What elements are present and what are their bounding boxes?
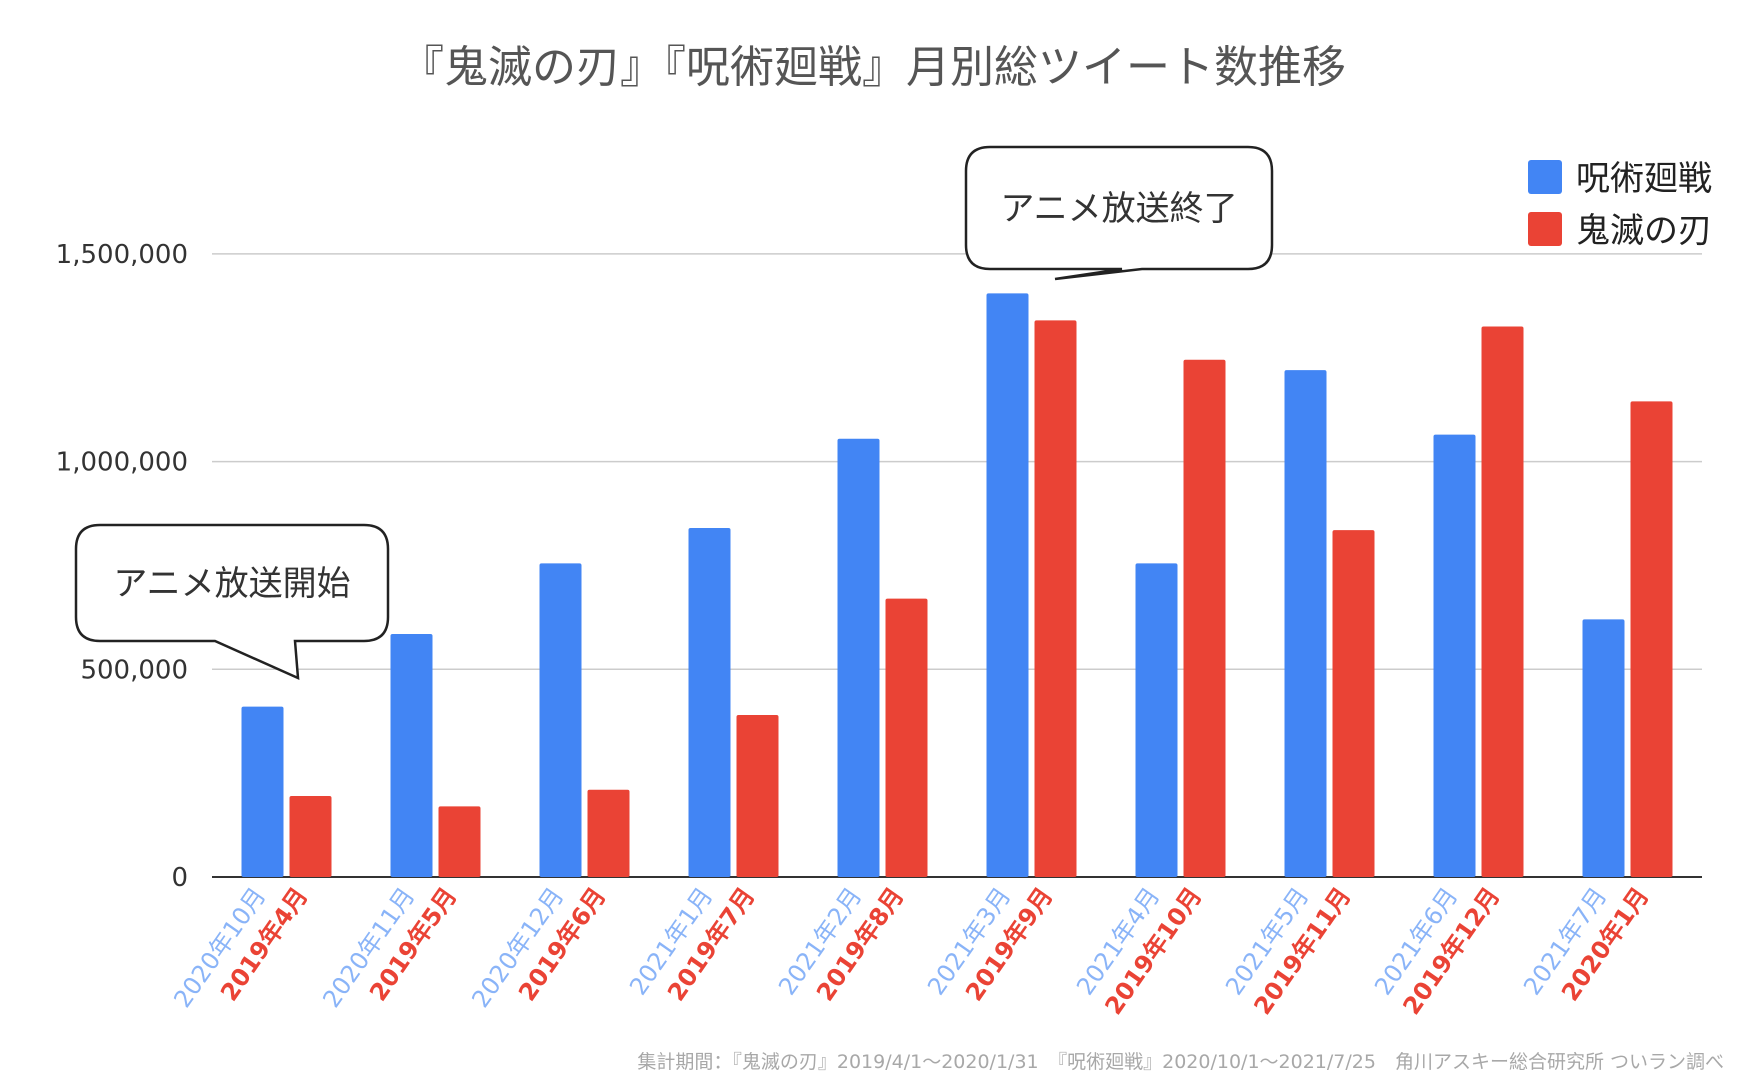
chart-title: 『鬼滅の刃』『呪術廻戦』月別総ツイート数推移 <box>400 42 1346 93</box>
bar-jujutsu-0 <box>241 706 284 877</box>
bar-jujutsu-2 <box>539 563 582 877</box>
bar-jujutsu-8 <box>1433 434 1476 877</box>
y-tick-label: 1,000,000 <box>56 448 188 478</box>
callout-end-text: アニメ放送終了 <box>1000 189 1237 229</box>
legend-swatch <box>1528 160 1562 194</box>
legend-swatch <box>1528 212 1562 246</box>
bar-jujutsu-9 <box>1582 619 1625 877</box>
callout-start-text: アニメ放送開始 <box>113 564 350 604</box>
callout-start-bubble <box>74 523 390 680</box>
bar-kimetsu-2 <box>587 789 630 877</box>
bar-kimetsu-1 <box>438 806 481 877</box>
y-tick-label: 1,500,000 <box>56 240 188 270</box>
bar-jujutsu-6 <box>1135 563 1178 877</box>
footnote: 集計期間：『鬼滅の刃』2019/4/1〜2020/1/31 『呪術廻戦』2020… <box>637 1051 1724 1073</box>
y-axis: 0 500,000 1,000,000 1,500,000 <box>56 240 188 893</box>
annotations: アニメ放送開始 アニメ放送終了 <box>74 145 1274 680</box>
bar-jujutsu-7 <box>1284 370 1327 877</box>
callout-end-bubble <box>964 145 1274 281</box>
legend-label: 呪術廻戦 <box>1576 159 1712 199</box>
bar-kimetsu-9 <box>1630 401 1673 877</box>
gridlines <box>212 253 1702 878</box>
legend-label: 鬼滅の刃 <box>1576 211 1712 251</box>
bar-jujutsu-3 <box>688 528 731 877</box>
bar-jujutsu-4 <box>837 438 880 877</box>
bar-kimetsu-5 <box>1034 320 1077 878</box>
y-tick-label: 500,000 <box>80 655 188 685</box>
bar-kimetsu-4 <box>885 598 928 877</box>
bar-kimetsu-8 <box>1481 326 1524 877</box>
bar-kimetsu-0 <box>289 795 332 877</box>
bars <box>241 293 1673 878</box>
bar-kimetsu-3 <box>736 714 779 877</box>
bar-jujutsu-1 <box>390 633 433 877</box>
callout-start: アニメ放送開始 <box>74 523 390 680</box>
y-tick-label: 0 <box>171 863 188 893</box>
callout-end: アニメ放送終了 <box>964 145 1274 281</box>
bar-jujutsu-5 <box>986 293 1029 877</box>
bar-kimetsu-6 <box>1183 359 1226 877</box>
bar-kimetsu-7 <box>1332 530 1375 877</box>
